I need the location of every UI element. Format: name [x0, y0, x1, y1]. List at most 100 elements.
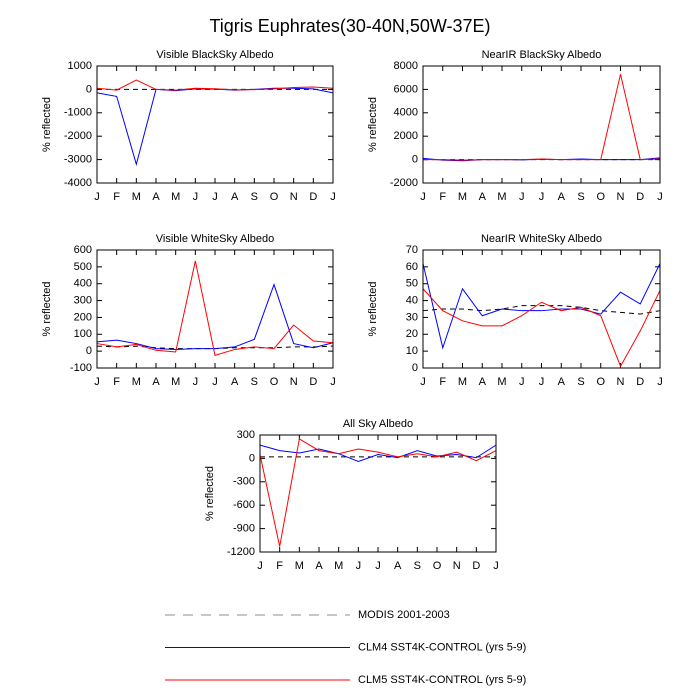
- x-tick-label: A: [479, 191, 487, 203]
- x-tick-label: N: [290, 191, 298, 203]
- x-tick-label: S: [251, 376, 258, 388]
- x-tick-label: J: [356, 560, 362, 572]
- x-tick-label: D: [309, 376, 317, 388]
- y-tick-label: 8000: [394, 60, 418, 72]
- x-tick-label: M: [295, 560, 304, 572]
- y-tick-label: 500: [74, 261, 92, 273]
- y-tick-label: 20: [406, 328, 418, 340]
- x-tick-label: J: [94, 376, 100, 388]
- y-tick-label: 0: [412, 154, 418, 166]
- series-line: [422, 305, 661, 315]
- x-tick-label: J: [94, 191, 100, 203]
- x-tick-label: J: [493, 560, 499, 572]
- x-tick-label: M: [497, 376, 506, 388]
- x-tick-label: S: [251, 191, 258, 203]
- y-tick-label: -4000: [64, 177, 92, 189]
- plot-frame: [259, 434, 497, 553]
- series-line: [423, 74, 661, 161]
- x-tick-label: F: [439, 191, 446, 203]
- x-tick-label: A: [152, 376, 160, 388]
- y-tick-label: 0: [249, 452, 255, 464]
- panel-title: Visible BlackSky Albedo: [156, 49, 273, 61]
- series-line: [259, 444, 497, 463]
- x-tick-label: M: [171, 191, 180, 203]
- x-tick-label: J: [375, 560, 381, 572]
- series-line: [96, 260, 334, 356]
- panel-title: NearIR BlackSky Albedo: [482, 49, 602, 61]
- x-tick-label: D: [309, 191, 317, 203]
- y-tick-label: -900: [233, 523, 255, 535]
- x-tick-label: A: [152, 191, 160, 203]
- x-tick-label: A: [231, 191, 239, 203]
- x-tick-label: A: [394, 560, 402, 572]
- x-tick-label: F: [439, 376, 446, 388]
- x-tick-label: A: [558, 191, 566, 203]
- y-axis-label: % reflected: [41, 97, 53, 152]
- x-tick-label: J: [539, 376, 545, 388]
- series-line: [96, 79, 334, 91]
- y-tick-label: -1000: [64, 107, 92, 119]
- y-tick-label: 70: [406, 244, 418, 256]
- x-tick-label: A: [558, 376, 566, 388]
- y-tick-label: 30: [406, 311, 418, 323]
- x-tick-label: J: [519, 191, 525, 203]
- y-tick-label: 600: [74, 244, 92, 256]
- y-tick-label: -1200: [227, 546, 255, 558]
- x-tick-label: F: [113, 191, 120, 203]
- y-tick-label: 40: [406, 294, 418, 306]
- legend-label: MODIS 2001-2003: [358, 609, 450, 621]
- panel-title: Visible WhiteSky Albedo: [156, 233, 274, 245]
- x-tick-label: J: [330, 376, 336, 388]
- x-tick-label: M: [171, 376, 180, 388]
- x-tick-label: J: [420, 376, 426, 388]
- plot-frame: [96, 65, 334, 184]
- y-tick-label: 4000: [394, 107, 418, 119]
- x-tick-label: M: [132, 191, 141, 203]
- x-tick-label: M: [458, 191, 467, 203]
- y-axis-label: % reflected: [41, 281, 53, 336]
- x-tick-label: J: [519, 376, 525, 388]
- y-tick-label: -100: [70, 362, 92, 374]
- panel-title: All Sky Albedo: [343, 418, 413, 430]
- plot-frame: [422, 249, 661, 369]
- x-tick-label: J: [657, 376, 663, 388]
- x-tick-label: M: [497, 191, 506, 203]
- legend-label: CLM5 SST4K-CONTROL (yrs 5-9): [358, 674, 526, 686]
- y-tick-label: 1000: [68, 60, 92, 72]
- x-tick-label: S: [577, 376, 584, 388]
- x-tick-label: J: [212, 376, 218, 388]
- x-tick-label: O: [270, 191, 279, 203]
- y-axis-label: % reflected: [367, 97, 379, 152]
- y-axis-label: % reflected: [204, 466, 216, 521]
- x-tick-label: J: [539, 191, 545, 203]
- y-tick-label: 2000: [394, 130, 418, 142]
- x-tick-label: F: [276, 560, 283, 572]
- x-tick-label: N: [453, 560, 461, 572]
- series-line: [422, 263, 661, 350]
- x-tick-label: O: [433, 560, 442, 572]
- x-tick-label: J: [657, 191, 663, 203]
- y-tick-label: 100: [74, 328, 92, 340]
- x-tick-label: S: [414, 560, 421, 572]
- y-tick-label: 300: [237, 429, 255, 441]
- x-tick-label: N: [617, 376, 625, 388]
- x-tick-label: A: [231, 376, 239, 388]
- x-tick-label: J: [420, 191, 426, 203]
- x-tick-label: M: [334, 560, 343, 572]
- figure-title: Tigris Euphrates(30-40N,50W-37E): [209, 16, 490, 36]
- y-tick-label: 50: [406, 278, 418, 290]
- y-tick-label: -2000: [390, 177, 418, 189]
- plot-frame: [96, 249, 334, 369]
- series-line: [96, 87, 334, 167]
- x-tick-label: M: [458, 376, 467, 388]
- panel-title: NearIR WhiteSky Albedo: [481, 233, 602, 245]
- legend-label: CLM4 SST4K-CONTROL (yrs 5-9): [358, 641, 526, 653]
- y-tick-label: 0: [86, 83, 92, 95]
- y-tick-label: 200: [74, 311, 92, 323]
- x-tick-label: D: [472, 560, 480, 572]
- y-tick-label: 0: [86, 345, 92, 357]
- x-tick-label: N: [617, 191, 625, 203]
- y-tick-label: -300: [233, 476, 255, 488]
- y-tick-label: -2000: [64, 130, 92, 142]
- y-tick-label: 60: [406, 261, 418, 273]
